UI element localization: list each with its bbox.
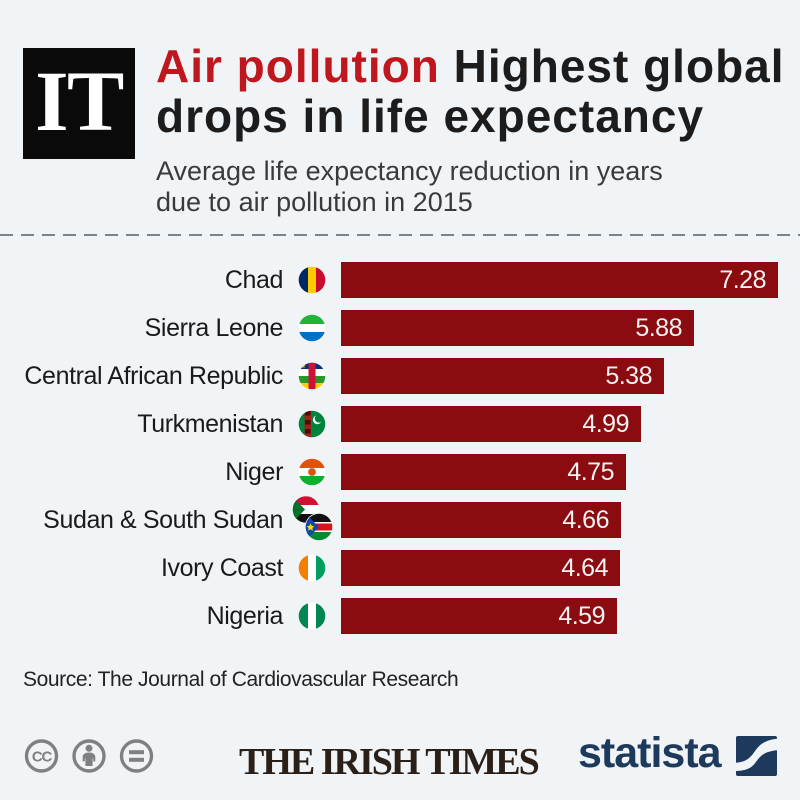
svg-text:CC: CC [32, 749, 53, 766]
